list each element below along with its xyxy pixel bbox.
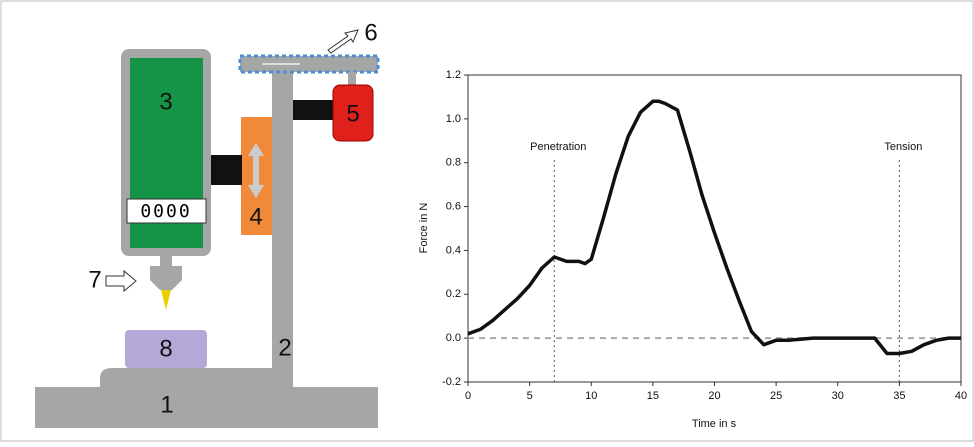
stem: [348, 72, 356, 86]
motor: [332, 84, 374, 142]
y-tick-label: 1.0: [446, 113, 461, 125]
plot-frame: [467, 74, 962, 383]
display-text: 0000: [140, 201, 191, 222]
label: 6: [364, 19, 377, 46]
annotation-text: Tension: [884, 141, 922, 153]
label: 4: [249, 203, 262, 230]
x-tick-label: 25: [770, 390, 782, 402]
force-chart: Time in s Force in N -0.2 0.0 0.2 0.4 0.6 0.8…: [418, 69, 967, 430]
x-tick-label: 0: [465, 390, 471, 402]
apparatus-diagram: 0000 1 2 3 4 5 6 7 8: [35, 19, 380, 428]
x-tick-label: 30: [832, 390, 844, 402]
label: 8: [159, 335, 172, 362]
label: 3: [159, 88, 172, 115]
label: 7: [88, 266, 101, 293]
annotation-text: Penetration: [530, 141, 586, 153]
base: [35, 368, 378, 428]
pointer-7: [105, 269, 137, 293]
x-tick-label: 5: [527, 390, 533, 402]
probe-neck: [160, 256, 172, 266]
x-tick-label: 15: [647, 390, 659, 402]
x-axis-label: Time in s: [692, 418, 737, 430]
x-tick-label: 10: [585, 390, 597, 402]
slide-arrow: [248, 143, 264, 198]
y-tick-label: 0.8: [446, 157, 461, 169]
y-axis-label: Force in N: [418, 203, 430, 254]
x-tick-label: 20: [708, 390, 720, 402]
x-tick-label: 40: [955, 390, 967, 402]
connector: [293, 100, 335, 120]
x-tick-label: 35: [893, 390, 905, 402]
y-tick-label: 1.2: [446, 69, 461, 81]
label: 5: [346, 100, 359, 127]
probe-holder: [150, 266, 182, 290]
column: [272, 70, 293, 388]
sample: [125, 330, 207, 368]
label: 1: [160, 391, 173, 418]
y-tick-label: 0.6: [446, 200, 461, 212]
connector: [208, 155, 242, 185]
y-tick-label: 0.0: [446, 332, 461, 344]
label: 2: [278, 334, 291, 361]
top-bar: [238, 54, 380, 74]
probe-tip: [161, 290, 171, 310]
y-tick-label: -0.2: [442, 376, 461, 388]
display: [126, 198, 207, 224]
pointer-6: [327, 29, 359, 54]
line-series: [467, 99, 961, 356]
y-tick-label: 0.4: [446, 244, 461, 256]
y-tick-label: 0.2: [446, 288, 461, 300]
